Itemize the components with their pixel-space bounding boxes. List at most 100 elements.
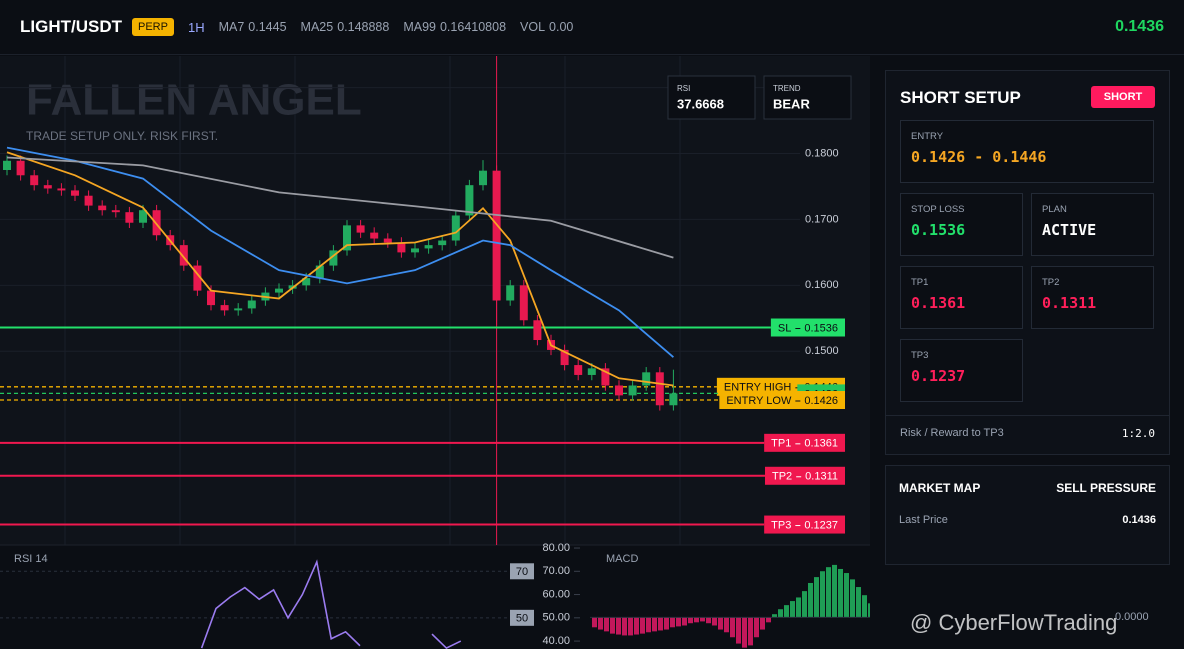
macd-bar bbox=[796, 597, 801, 618]
candle-body bbox=[370, 232, 379, 239]
indicator-label: TREND bbox=[773, 84, 801, 93]
card-value: 0.1361 bbox=[911, 294, 966, 312]
ma-line bbox=[6, 151, 674, 387]
candle-body bbox=[98, 205, 107, 211]
tag-name: TP2 bbox=[772, 471, 792, 483]
macd-bar bbox=[664, 617, 669, 630]
candle-body bbox=[152, 210, 161, 236]
chart-background bbox=[0, 56, 870, 545]
tag-value: 0.1536 bbox=[804, 322, 838, 334]
candle-body bbox=[329, 250, 338, 266]
macd-bar bbox=[616, 617, 621, 635]
candle-body bbox=[424, 245, 433, 249]
map-status: SELL PRESSURE bbox=[1056, 481, 1156, 495]
candle-body bbox=[315, 265, 324, 279]
macd-bar bbox=[790, 601, 795, 618]
tag-value: 0.1237 bbox=[804, 519, 838, 531]
macd-bar bbox=[658, 617, 663, 631]
candle-body bbox=[669, 393, 678, 406]
rsi-line bbox=[200, 559, 361, 649]
setup-card: PLAN ACTIVE bbox=[1031, 193, 1154, 256]
watermark-title: FALLEN ANGEL bbox=[26, 76, 362, 125]
candle-body bbox=[655, 372, 664, 406]
macd-bar bbox=[634, 617, 639, 635]
macd-bar bbox=[700, 617, 705, 622]
macd-bar bbox=[868, 603, 870, 618]
candle-body bbox=[465, 185, 474, 216]
macd-bar bbox=[826, 567, 831, 618]
tag-name: TP3 bbox=[771, 519, 791, 531]
rsi-line bbox=[431, 633, 462, 649]
candle-body bbox=[234, 308, 243, 311]
candle-body bbox=[397, 242, 406, 253]
interval[interactable]: 1H bbox=[187, 19, 205, 35]
macd-bar bbox=[712, 617, 717, 626]
divider bbox=[886, 415, 1169, 416]
candle-body bbox=[615, 385, 623, 396]
candle-body bbox=[3, 160, 11, 171]
candle-body bbox=[642, 372, 651, 386]
candle-body bbox=[275, 288, 283, 293]
macd-bar bbox=[766, 617, 771, 623]
macd-bar bbox=[628, 617, 633, 636]
macd-bar bbox=[778, 609, 783, 618]
row-value: 0.1436 bbox=[1122, 514, 1156, 526]
header: LIGHT/USDT PERP 1H MA7 0.1445 MA25 0.148888… bbox=[0, 0, 1184, 55]
macd-bar bbox=[844, 573, 849, 618]
ma-name: MA25 bbox=[300, 20, 334, 34]
macd-bar bbox=[832, 564, 837, 618]
tag-value: 0.1361 bbox=[804, 438, 838, 450]
rsi-level-box bbox=[510, 609, 534, 626]
macd-bar bbox=[622, 617, 627, 636]
candle-body bbox=[506, 285, 515, 301]
macd-bar bbox=[808, 582, 813, 618]
ma-value: 0.1445 bbox=[248, 20, 287, 34]
candle-body bbox=[411, 248, 419, 253]
vertical-grid bbox=[64, 56, 681, 545]
macd-bar bbox=[718, 617, 723, 630]
candle-body bbox=[479, 170, 487, 186]
macd-bar bbox=[730, 617, 735, 638]
rr-label: Risk / Reward to TP3 bbox=[900, 427, 1004, 439]
setup-panel: SHORT SETUP SHORT Risk / Reward to TP3 1… bbox=[885, 70, 1170, 455]
tag-bg bbox=[764, 515, 845, 534]
macd-bar bbox=[676, 617, 681, 627]
tag-name: ENTRY HIGH bbox=[724, 382, 791, 394]
rsi-tick-label: 80.00 bbox=[542, 542, 570, 554]
candle-body bbox=[220, 305, 229, 311]
setup-title: SHORT SETUP bbox=[900, 88, 1021, 107]
indicator-box bbox=[763, 75, 852, 120]
candle-body bbox=[356, 225, 365, 233]
macd-bar bbox=[862, 595, 867, 618]
last-price: 0.1436 bbox=[1115, 18, 1164, 35]
rsi-tick-label: 40.00 bbox=[542, 635, 570, 647]
macd-bar bbox=[610, 617, 615, 634]
macd-title: MACD bbox=[606, 553, 638, 565]
macd-bar bbox=[814, 577, 819, 618]
ma-line bbox=[6, 146, 674, 358]
ma-name: MA99 bbox=[403, 20, 436, 34]
macd-bar bbox=[784, 605, 789, 618]
candle-body bbox=[125, 212, 134, 223]
card-label: STOP LOSS bbox=[911, 204, 965, 215]
macd-bar bbox=[592, 617, 597, 628]
macd-tick-label: 0.0000 bbox=[1115, 611, 1149, 623]
card-label: ENTRY bbox=[911, 131, 944, 142]
rsi-tick-label: 50.00 bbox=[542, 612, 570, 624]
candle-body bbox=[139, 210, 147, 223]
tag-name: ENTRY LOW bbox=[726, 395, 792, 407]
candle-body bbox=[574, 365, 583, 375]
macd-bar bbox=[856, 587, 861, 618]
macd-bar bbox=[760, 617, 765, 630]
market-map: MARKET MAP SELL PRESSURE Last Price 0.14… bbox=[885, 465, 1170, 565]
symbol: LIGHT/USDT bbox=[20, 17, 122, 36]
macd-bar bbox=[640, 617, 645, 634]
candle-body bbox=[16, 160, 25, 176]
macd-bar bbox=[742, 617, 747, 648]
macd-bar bbox=[688, 617, 693, 624]
candle-body bbox=[71, 190, 79, 196]
ma-value: 0.16410808 bbox=[439, 20, 507, 34]
level-tag: ENTRY LOW 0.1426 bbox=[719, 390, 845, 409]
macd-bar bbox=[694, 617, 699, 623]
candle-body bbox=[533, 320, 542, 341]
